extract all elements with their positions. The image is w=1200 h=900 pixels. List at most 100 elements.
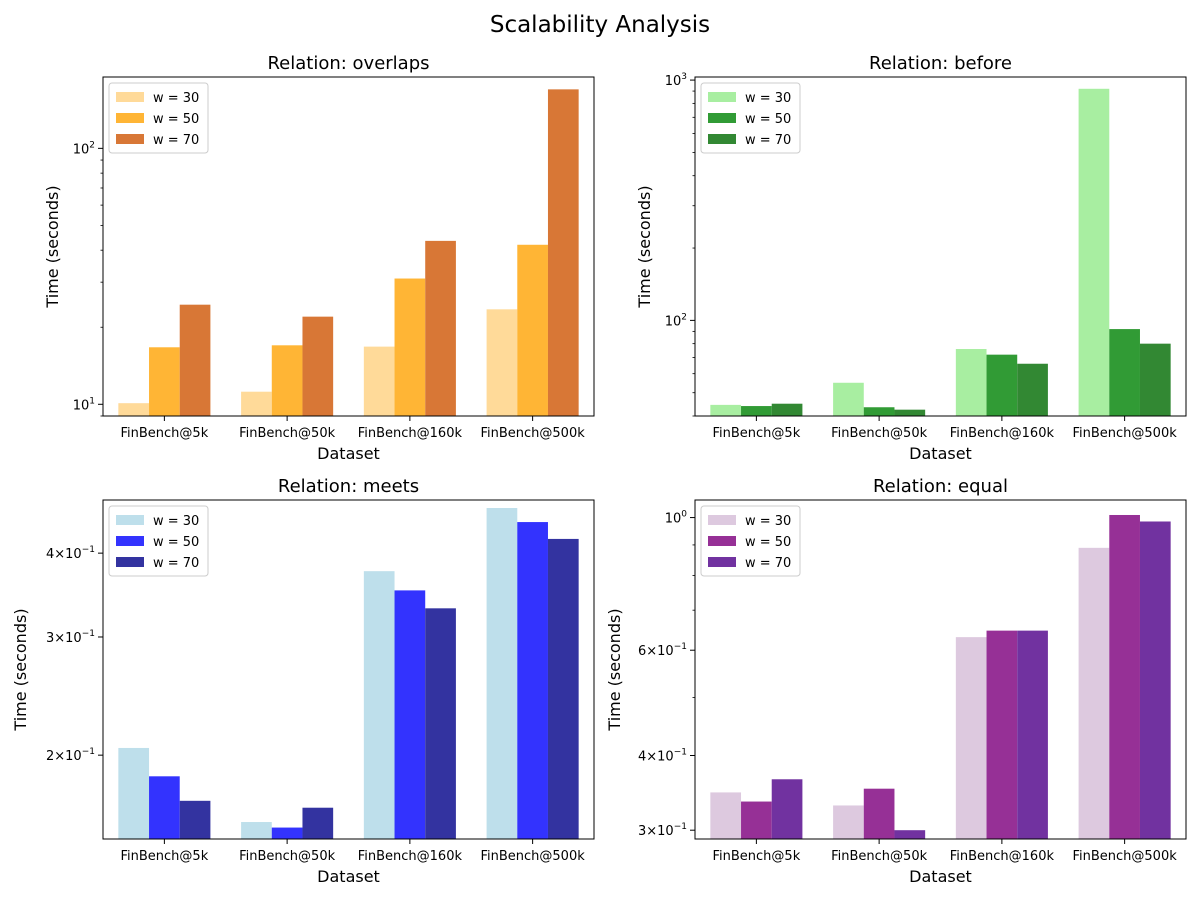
y-tick-label-3: 6×10−1	[638, 642, 687, 659]
y-tick-label-2: 102	[73, 140, 95, 157]
axes-frame	[694, 76, 1187, 417]
x-axis-label: Dataset	[317, 867, 380, 886]
y-tick-label-2: 4×10−1	[638, 747, 687, 764]
legend-swatch-1	[116, 515, 144, 525]
legend-swatch-2	[116, 536, 144, 546]
y-tick-label-1: 101	[73, 396, 95, 413]
x-tick-label-2: FinBench@50k	[239, 849, 335, 864]
bar-2-4	[517, 522, 548, 839]
legend-swatch-3	[116, 134, 144, 144]
legend-label-2: w = 50	[745, 112, 791, 127]
legend-label-3: w = 70	[745, 133, 791, 148]
x-tick-label-3: FinBench@160k	[950, 426, 1055, 441]
bar-1-3	[955, 349, 987, 416]
bar-2-1	[741, 406, 772, 416]
x-axis-label: Dataset	[909, 867, 972, 886]
subplot-title: Relation: overlaps	[267, 53, 429, 74]
bar-1-1	[710, 792, 742, 839]
legend: w = 30 w = 50 w = 70	[700, 82, 801, 154]
bar-2-2	[863, 788, 895, 839]
x-tick-label-3: FinBench@160k	[358, 849, 463, 864]
bar-1-4	[486, 309, 518, 416]
legend-swatch-3	[116, 557, 144, 567]
bar-2-4	[1109, 514, 1140, 839]
bar-3-1	[771, 403, 803, 416]
legend-label-3: w = 70	[153, 556, 199, 571]
y-tick-label-1: 102	[665, 312, 687, 329]
bar-2-3	[986, 630, 1018, 839]
bar-2-3	[394, 278, 426, 416]
y-tick-label-2: 103	[665, 72, 687, 89]
legend-label-1: w = 30	[745, 91, 791, 106]
bar-3-3	[425, 240, 456, 416]
bar-2-2	[271, 345, 303, 416]
y-tick-label-3: 4×10−1	[46, 545, 95, 562]
bar-3-1	[179, 304, 211, 416]
bar-3-1	[771, 779, 803, 839]
legend-swatch-3	[708, 557, 736, 567]
x-tick-label-4: FinBench@500k	[480, 849, 585, 864]
legend: w = 30 w = 50 w = 70	[700, 505, 801, 577]
x-tick-label-3: FinBench@160k	[950, 849, 1055, 864]
bar-2-4	[517, 244, 548, 416]
bar-1-4	[1078, 88, 1110, 417]
legend-swatch-3	[708, 134, 736, 144]
x-tick-label-1: FinBench@5k	[713, 849, 801, 864]
figure-title: Scalability Analysis	[489, 12, 711, 38]
bar-1-4	[1078, 547, 1110, 839]
bar-2-4	[1109, 329, 1140, 416]
x-tick-label-4: FinBench@500k	[1072, 426, 1177, 441]
subplot-title: Relation: before	[869, 53, 1012, 74]
bar-1-1	[118, 747, 150, 839]
subplot-title: Relation: meets	[278, 476, 419, 497]
legend-swatch-2	[708, 113, 736, 123]
bar-3-4	[547, 538, 579, 839]
bar-1-2	[833, 805, 864, 839]
bar-3-3	[1017, 630, 1048, 839]
bar-1-1	[118, 403, 150, 416]
x-tick-label-1: FinBench@5k	[121, 849, 209, 864]
bar-1-3	[955, 637, 987, 839]
axes-frame	[102, 76, 595, 417]
bar-2-1	[149, 776, 180, 839]
bar-1-3	[363, 571, 395, 839]
bar-3-4	[1139, 343, 1171, 416]
y-tick-label-1: 2×10−1	[46, 747, 95, 764]
bar-3-4	[1139, 521, 1171, 839]
y-axis-label: Time (seconds)	[605, 608, 624, 731]
y-tick-label-2: 3×10−1	[46, 629, 95, 646]
y-axis-label: Time (seconds)	[11, 608, 30, 731]
x-tick-label-1: FinBench@5k	[713, 426, 801, 441]
y-axis-label: Time (seconds)	[43, 185, 62, 308]
axes-frame	[694, 499, 1187, 840]
bar-1-4	[486, 508, 518, 839]
x-axis-label: Dataset	[317, 444, 380, 463]
bar-3-2	[894, 409, 926, 416]
bar-2-1	[149, 347, 180, 416]
legend-label-2: w = 50	[153, 535, 199, 550]
x-axis-label: Dataset	[909, 444, 972, 463]
y-tick-label-1: 3×10−1	[638, 822, 687, 839]
subplot-2: 102 103 FinBench@5k FinBench@50k FinBench@16…	[635, 53, 1187, 463]
bar-2-1	[741, 801, 772, 839]
bar-2-3	[986, 354, 1018, 416]
bar-2-3	[394, 590, 426, 839]
legend-swatch-1	[708, 92, 736, 102]
legend-swatch-2	[116, 113, 144, 123]
legend-label-3: w = 70	[745, 556, 791, 571]
legend-swatch-1	[708, 515, 736, 525]
bar-1-2	[241, 391, 272, 416]
legend: w = 30 w = 50 w = 70	[108, 505, 209, 577]
legend-label-1: w = 30	[153, 514, 199, 529]
x-tick-label-1: FinBench@5k	[121, 426, 209, 441]
x-tick-label-2: FinBench@50k	[831, 849, 927, 864]
bar-3-2	[302, 807, 334, 839]
bar-1-2	[241, 822, 272, 839]
legend-label-2: w = 50	[745, 535, 791, 550]
x-tick-label-2: FinBench@50k	[239, 426, 335, 441]
bar-1-1	[710, 404, 742, 416]
y-axis-label: Time (seconds)	[635, 185, 654, 308]
bar-2-2	[271, 827, 303, 839]
x-tick-label-2: FinBench@50k	[831, 426, 927, 441]
